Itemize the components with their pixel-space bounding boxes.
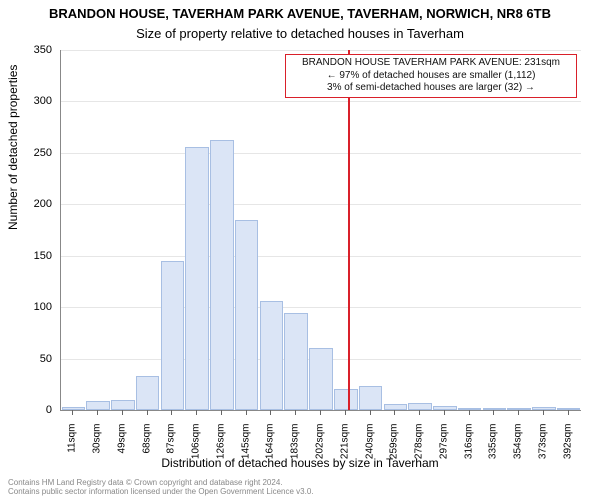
annotation-line: 3% of semi-detached houses are larger (3… <box>290 82 572 95</box>
x-tick-mark <box>543 410 544 415</box>
histogram-bar <box>235 220 259 410</box>
gridline <box>61 256 581 257</box>
caption: Contains HM Land Registry data © Crown c… <box>8 478 314 496</box>
y-tick-label: 100 <box>0 301 52 313</box>
x-tick-mark <box>469 410 470 415</box>
x-tick-label: 164sqm <box>265 424 276 484</box>
x-tick-mark <box>295 410 296 415</box>
y-tick-label: 0 <box>0 404 52 416</box>
chart-title-line2: Size of property relative to detached ho… <box>0 26 600 41</box>
x-tick-mark <box>345 410 346 415</box>
annotation-line: BRANDON HOUSE TAVERHAM PARK AVENUE: 231s… <box>290 57 572 70</box>
histogram-bar <box>359 386 383 410</box>
x-tick-label: 106sqm <box>191 424 202 484</box>
histogram-bar <box>532 407 556 410</box>
x-tick-label: 68sqm <box>141 424 152 484</box>
x-tick-mark <box>147 410 148 415</box>
x-tick-label: 259sqm <box>389 424 400 484</box>
y-tick-label: 250 <box>0 147 52 159</box>
x-tick-mark <box>270 410 271 415</box>
x-tick-mark <box>568 410 569 415</box>
x-tick-label: 126sqm <box>215 424 226 484</box>
x-tick-label: 202sqm <box>315 424 326 484</box>
chart-title-line1: BRANDON HOUSE, TAVERHAM PARK AVENUE, TAV… <box>0 6 600 21</box>
x-tick-mark <box>122 410 123 415</box>
gridline <box>61 204 581 205</box>
histogram-bar <box>284 313 308 410</box>
x-tick-mark <box>196 410 197 415</box>
histogram-bar <box>260 301 284 410</box>
reference-line <box>348 50 350 410</box>
x-axis-label: Distribution of detached houses by size … <box>0 456 600 470</box>
x-tick-label: 145sqm <box>240 424 251 484</box>
y-tick-label: 50 <box>0 353 52 365</box>
x-tick-mark <box>493 410 494 415</box>
x-tick-label: 392sqm <box>562 424 573 484</box>
x-tick-label: 373sqm <box>537 424 548 484</box>
caption-line: Contains HM Land Registry data © Crown c… <box>8 478 314 487</box>
x-tick-label: 11sqm <box>67 424 78 484</box>
x-tick-label: 335sqm <box>488 424 499 484</box>
x-tick-mark <box>221 410 222 415</box>
y-tick-label: 300 <box>0 95 52 107</box>
x-tick-mark <box>171 410 172 415</box>
x-tick-label: 240sqm <box>364 424 375 484</box>
x-tick-label: 278sqm <box>414 424 425 484</box>
histogram-bar <box>334 389 358 410</box>
caption-line: Contains public sector information licen… <box>8 487 314 496</box>
y-tick-label: 350 <box>0 44 52 56</box>
x-tick-label: 221sqm <box>339 424 350 484</box>
x-tick-mark <box>370 410 371 415</box>
histogram-bar <box>161 261 185 410</box>
gridline <box>61 101 581 102</box>
x-tick-mark <box>246 410 247 415</box>
histogram-bar <box>111 400 135 410</box>
gridline <box>61 153 581 154</box>
x-tick-mark <box>320 410 321 415</box>
histogram-bar <box>408 403 432 410</box>
annotation-box: BRANDON HOUSE TAVERHAM PARK AVENUE: 231s… <box>285 54 577 98</box>
histogram-bar <box>210 140 234 411</box>
histogram-bar <box>185 147 209 410</box>
x-tick-mark <box>394 410 395 415</box>
annotation-line: ← 97% of detached houses are smaller (1,… <box>290 70 572 83</box>
histogram-bar <box>309 348 333 410</box>
gridline <box>61 50 581 51</box>
histogram-bar <box>136 376 160 410</box>
x-tick-label: 354sqm <box>513 424 524 484</box>
x-tick-label: 49sqm <box>116 424 127 484</box>
x-tick-label: 183sqm <box>290 424 301 484</box>
x-tick-mark <box>419 410 420 415</box>
x-tick-mark <box>97 410 98 415</box>
chart-container: BRANDON HOUSE, TAVERHAM PARK AVENUE, TAV… <box>0 0 600 500</box>
plot-area: BRANDON HOUSE TAVERHAM PARK AVENUE: 231s… <box>60 50 581 411</box>
x-tick-label: 297sqm <box>438 424 449 484</box>
histogram-bar <box>433 406 457 410</box>
gridline <box>61 307 581 308</box>
x-tick-label: 30sqm <box>92 424 103 484</box>
x-tick-mark <box>518 410 519 415</box>
x-tick-mark <box>444 410 445 415</box>
x-tick-label: 87sqm <box>166 424 177 484</box>
y-tick-label: 200 <box>0 198 52 210</box>
y-tick-label: 150 <box>0 250 52 262</box>
histogram-bar <box>86 401 110 410</box>
x-tick-label: 316sqm <box>463 424 474 484</box>
x-tick-mark <box>72 410 73 415</box>
